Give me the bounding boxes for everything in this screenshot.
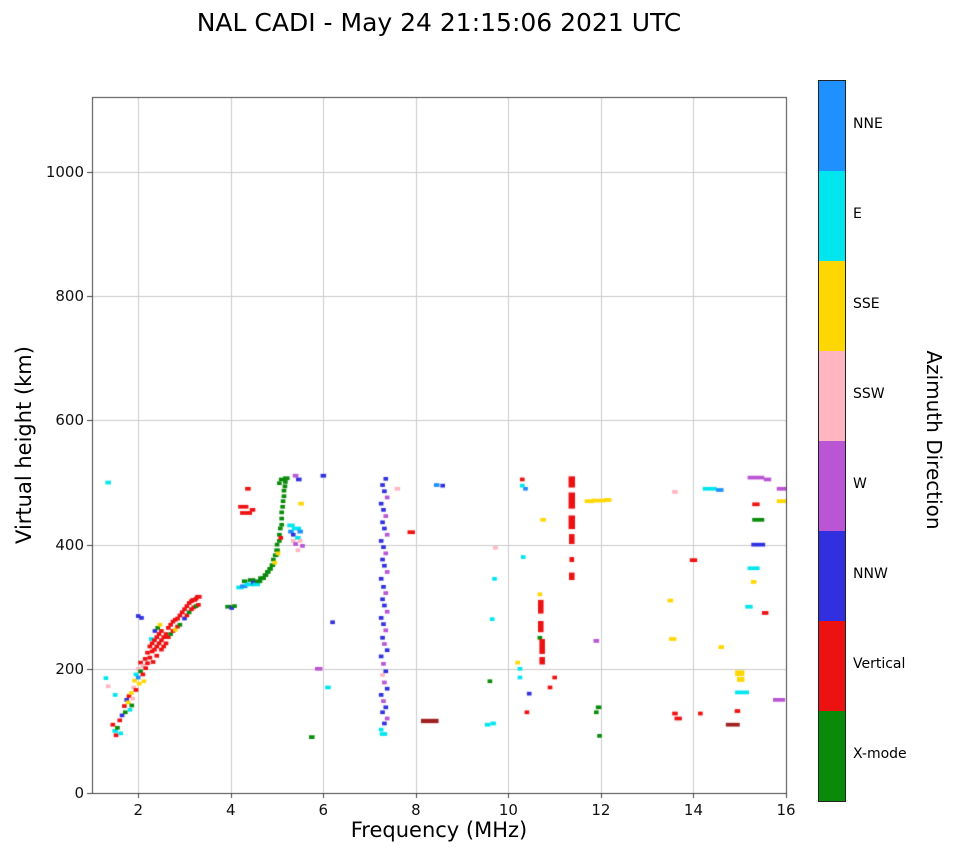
y-axis-label: Virtual height (km) xyxy=(12,346,36,544)
colorbar-label-ssw: SSW xyxy=(853,386,885,402)
colorbar-title: Azimuth Direction xyxy=(922,350,946,530)
x-tick-label: 14 xyxy=(683,801,703,819)
colorbar-label-w: W xyxy=(853,476,867,492)
x-tick-label: 4 xyxy=(226,801,236,819)
x-tick-label: 2 xyxy=(133,801,144,819)
colorbar-segment-ssw xyxy=(819,351,845,441)
colorbar-label-vertical: Vertical xyxy=(853,656,906,672)
colorbar-segment-vertical xyxy=(819,621,845,711)
x-tick-label: 6 xyxy=(318,801,329,819)
x-tick-label: 12 xyxy=(591,801,611,819)
colorbar-label-nne: NNE xyxy=(853,116,883,132)
colorbar-segment-x-mode xyxy=(819,711,845,801)
colorbar-label-x-mode: X-mode xyxy=(853,746,907,762)
colorbar-segment-w xyxy=(819,441,845,531)
y-tick-label: 400 xyxy=(55,535,84,554)
y-tick-label: 600 xyxy=(55,411,84,430)
y-tick-label: 800 xyxy=(55,287,84,306)
colorbar-label-nnw: NNW xyxy=(853,566,888,582)
y-tick-label: 0 xyxy=(74,784,84,802)
chart-title: NAL CADI - May 24 21:15:06 2021 UTC xyxy=(196,8,682,37)
y-tick-label: 200 xyxy=(55,659,84,678)
colorbar-label-sse: SSE xyxy=(853,296,880,312)
azimuth-colorbar xyxy=(818,80,846,802)
colorbar-segment-nne xyxy=(819,81,845,171)
x-tick-label: 16 xyxy=(776,801,796,819)
y-tick-label: 1000 xyxy=(45,163,84,182)
colorbar-segment-e xyxy=(819,171,845,261)
colorbar-segment-sse xyxy=(819,261,845,351)
x-tick-label: 8 xyxy=(411,801,421,819)
x-axis-label: Frequency (MHz) xyxy=(350,818,528,842)
colorbar-label-e: E xyxy=(853,206,862,222)
x-tick-label: 10 xyxy=(498,801,518,819)
colorbar-segment-nnw xyxy=(819,531,845,621)
